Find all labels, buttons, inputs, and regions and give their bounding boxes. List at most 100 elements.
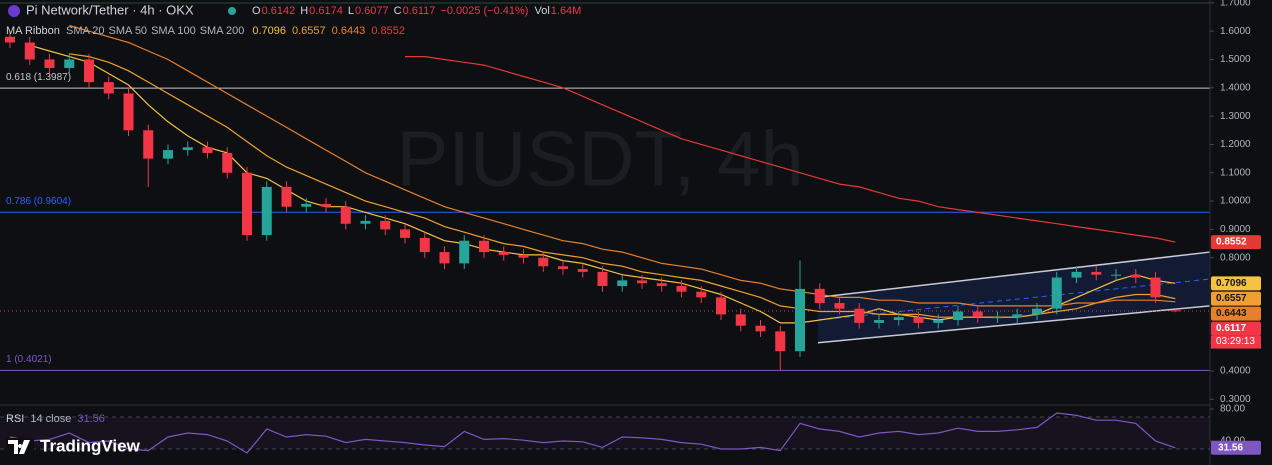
y-tick-label: 1.1000 bbox=[1220, 167, 1251, 178]
candle-body bbox=[103, 82, 114, 94]
y-tick-label: 1.6000 bbox=[1220, 26, 1251, 37]
candle-body bbox=[735, 314, 746, 326]
candle-body bbox=[123, 93, 134, 131]
candle-body bbox=[222, 152, 233, 173]
logo-icon bbox=[8, 440, 30, 454]
candle-body bbox=[182, 147, 193, 151]
candle-body bbox=[321, 203, 331, 207]
volume-value: 1.64M bbox=[551, 5, 582, 17]
candle-body bbox=[400, 229, 410, 238]
legend-name: SMA 20 bbox=[66, 25, 105, 37]
candle-body bbox=[340, 206, 351, 224]
candle-body bbox=[44, 59, 55, 68]
candle-body bbox=[1091, 271, 1102, 275]
candle-body bbox=[479, 240, 489, 253]
candle-body bbox=[518, 254, 529, 258]
countdown-bg bbox=[1211, 335, 1261, 349]
ohlc-header: O 0.6142 H 0.6174 L 0.6077 C 0.6117 −0.0025 (−0.… bbox=[252, 5, 581, 17]
price-tag-label: 0.6443 bbox=[1216, 308, 1247, 319]
candle-body bbox=[676, 286, 687, 292]
rsi-legend: 31.56 bbox=[77, 413, 105, 425]
candle-body bbox=[1150, 277, 1161, 298]
candle-body bbox=[84, 59, 94, 83]
price-tag-label: 0.6117 bbox=[1216, 323, 1246, 334]
price-tag-label: 0.6557 bbox=[1216, 293, 1247, 304]
candle-body bbox=[597, 271, 608, 287]
legend-value: 0.8552 bbox=[371, 25, 405, 37]
candle-body bbox=[913, 317, 924, 323]
ma-line bbox=[405, 56, 1176, 243]
rsi-legend: 14 close bbox=[30, 413, 71, 425]
ohlc-value: 0.6077 bbox=[355, 5, 389, 17]
candle-body bbox=[637, 280, 647, 284]
candle-body bbox=[163, 150, 173, 159]
candle-body bbox=[656, 283, 667, 287]
y-tick-label: 0.3000 bbox=[1220, 394, 1251, 405]
candle-body bbox=[795, 288, 805, 352]
candle-body bbox=[1032, 308, 1042, 315]
legend: SMA 20 SMA 50 SMA 100 SMA 200 0.7096 0.6557 0.… bbox=[66, 25, 405, 37]
candle-body bbox=[1111, 274, 1121, 276]
price-tag bbox=[1211, 321, 1261, 336]
symbol-icon bbox=[8, 5, 20, 17]
fib-label: 1 (0.4021) bbox=[6, 354, 52, 365]
chart-title[interactable]: Pi Network/Tether · 4h · OKX bbox=[26, 2, 194, 17]
ohlc-label: H bbox=[300, 5, 308, 17]
candle-body bbox=[617, 280, 628, 287]
legend-name: SMA 50 bbox=[109, 25, 148, 37]
rsi-band bbox=[0, 417, 1210, 449]
candle-body bbox=[439, 252, 450, 264]
fib-label: 0.618 (1.3987) bbox=[6, 72, 71, 83]
channel-upper bbox=[817, 251, 1211, 299]
y-tick-label: 1.5000 bbox=[1220, 54, 1251, 65]
ohlc-label: C bbox=[394, 5, 402, 17]
legend-value: 0.7096 bbox=[252, 25, 286, 37]
legend-name: SMA 200 bbox=[200, 25, 245, 37]
candle-body bbox=[64, 59, 75, 68]
candle-body bbox=[1051, 277, 1062, 309]
candle-body bbox=[1130, 274, 1141, 278]
candle-body bbox=[538, 257, 549, 267]
candle-body bbox=[972, 311, 983, 318]
price-axis: 1.7000 1.6000 1.5000 1.4000 1.3000 1.2000 1.10… bbox=[1210, 0, 1261, 405]
rsi-tag bbox=[1211, 440, 1261, 455]
rsi-tick-label: 80.00 bbox=[1220, 404, 1245, 415]
candle-body bbox=[577, 269, 588, 272]
plot: 0.618 (1.3987) 0.786 (0.9604) 1 (0.4021) bbox=[0, 24, 1211, 372]
y-tick-label: 0.4000 bbox=[1220, 366, 1251, 377]
candle-body bbox=[933, 320, 944, 323]
ohlc-value: 0.6117 bbox=[403, 5, 436, 17]
watermark: PIUSDT, 4h bbox=[396, 115, 803, 203]
logo[interactable]: TradingView bbox=[6, 436, 141, 456]
candle-body bbox=[143, 130, 154, 159]
y-tick-label: 1.4000 bbox=[1220, 82, 1251, 93]
ohlc-label: L bbox=[348, 5, 354, 17]
legend-name: SMA 100 bbox=[151, 25, 196, 37]
candle-body bbox=[953, 311, 963, 321]
legend-value: 0.6443 bbox=[332, 25, 366, 37]
candle-body bbox=[261, 186, 272, 236]
candle-body bbox=[1012, 314, 1023, 318]
y-tick-label: 1.3000 bbox=[1220, 111, 1251, 122]
candle-body bbox=[834, 303, 845, 309]
candle-body bbox=[281, 186, 292, 207]
fib-label: 0.786 (0.9604) bbox=[6, 196, 71, 207]
indicator-name[interactable]: MA Ribbon bbox=[6, 25, 60, 37]
candle-body bbox=[755, 325, 766, 332]
countdown: 03:29:13 bbox=[1216, 336, 1255, 347]
candle-body bbox=[380, 220, 391, 230]
legend-value: 0.6557 bbox=[292, 25, 326, 37]
y-tick-label: 1.7000 bbox=[1220, 0, 1251, 8]
rsi-line bbox=[9, 412, 1176, 454]
candle-body bbox=[558, 266, 568, 270]
y-tick-label: 0.9000 bbox=[1220, 224, 1251, 235]
rsi-legend: RSI bbox=[6, 413, 24, 425]
price-tag bbox=[1211, 276, 1261, 291]
channel-lower bbox=[817, 305, 1211, 344]
candle-body bbox=[874, 320, 884, 323]
volume-label: Vol bbox=[534, 5, 549, 17]
ohlc-value: 0.6174 bbox=[309, 5, 343, 17]
candle-body bbox=[992, 317, 1003, 319]
